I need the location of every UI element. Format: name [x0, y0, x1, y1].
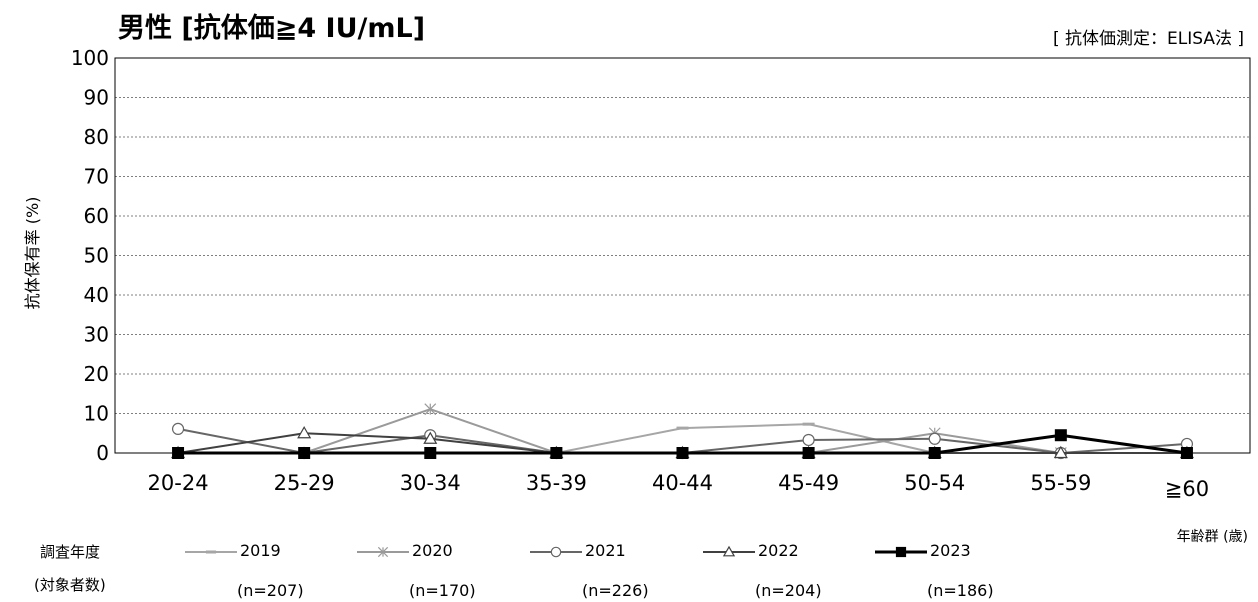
y-tick-label: 80	[84, 125, 109, 149]
legend-sample-size: (n=186)	[927, 581, 994, 600]
legend-sample-size: (n=170)	[409, 581, 476, 600]
x-tick-label: 25-29	[274, 471, 335, 495]
marker-triangle	[722, 545, 736, 557]
marker-square	[1054, 429, 1067, 442]
marker-square	[298, 447, 311, 459]
tick-labels: 0 10 20 30 40 50 60 70 80 90 100 20-24 25-29 30-34 35-…	[71, 46, 1209, 501]
legend-sample-size: (n=207)	[237, 581, 304, 600]
x-tick-label: 20-24	[148, 471, 209, 495]
legend	[185, 545, 927, 558]
legend-label: 2022	[758, 541, 799, 560]
marker-circle	[550, 546, 562, 558]
legend-label: 2023	[930, 541, 971, 560]
legend-entry-2022	[703, 545, 755, 557]
marker-circle	[171, 422, 185, 436]
legend-label: 2019	[240, 541, 281, 560]
marker-square	[802, 447, 815, 459]
legend-sample-size: (n=226)	[582, 581, 649, 600]
marker-asterisk	[424, 403, 437, 416]
y-tick-label: 90	[84, 86, 109, 110]
x-axis-label: 年齢群 (歳)	[1176, 529, 1248, 545]
legend-label: 2021	[585, 541, 626, 560]
y-tick-label: 50	[84, 244, 109, 268]
y-tick-label: 40	[84, 283, 109, 307]
y-tick-label: 70	[84, 165, 109, 189]
x-tick-label: 35-39	[526, 471, 587, 495]
y-tick-label: 20	[84, 362, 109, 386]
legend-entry-2023	[875, 546, 927, 558]
marker-square	[1180, 447, 1193, 459]
marker-square	[676, 447, 689, 459]
x-tick-label: 50-54	[904, 471, 965, 495]
y-tick-label: 100	[71, 46, 109, 70]
x-tick-label: 40-44	[652, 471, 713, 495]
marker-square	[928, 447, 941, 459]
marker-triangle	[423, 431, 438, 444]
marker-circle	[802, 433, 815, 447]
legend-sample-size: (n=204)	[755, 581, 822, 600]
marker-square	[550, 447, 563, 459]
y-tick-label: 0	[96, 441, 109, 465]
legend-label: 2020	[412, 541, 453, 560]
legend-entry-2021	[530, 546, 582, 558]
marker-circle	[928, 432, 941, 445]
y-tick-label: 60	[84, 204, 109, 228]
series-2023	[172, 429, 1193, 459]
method-note: [ 抗体価測定：ELISA法 ]	[1052, 29, 1244, 49]
y-tick-label: 30	[84, 323, 109, 347]
marker-triangle	[297, 426, 312, 439]
chart-title: 男性 [抗体価≧4 IU/mL]	[118, 13, 426, 44]
x-tick-label: 45-49	[778, 471, 839, 495]
marker-square	[424, 447, 437, 459]
marker-square	[895, 546, 907, 558]
x-tick-label: ≧60	[1165, 477, 1209, 501]
marker-asterisk	[377, 546, 389, 558]
legend-subheading: (対象者数)	[34, 576, 106, 594]
series-lines	[171, 403, 1194, 460]
x-tick-label: 55-59	[1030, 471, 1091, 495]
y-tick-label: 10	[84, 402, 109, 426]
marker-triangle	[1053, 445, 1068, 459]
x-tick-label: 30-34	[400, 471, 461, 495]
marker-square	[172, 447, 185, 459]
legend-heading: 調査年度	[40, 543, 101, 561]
gridlines	[115, 97, 1250, 414]
legend-entry-2020	[357, 546, 409, 558]
